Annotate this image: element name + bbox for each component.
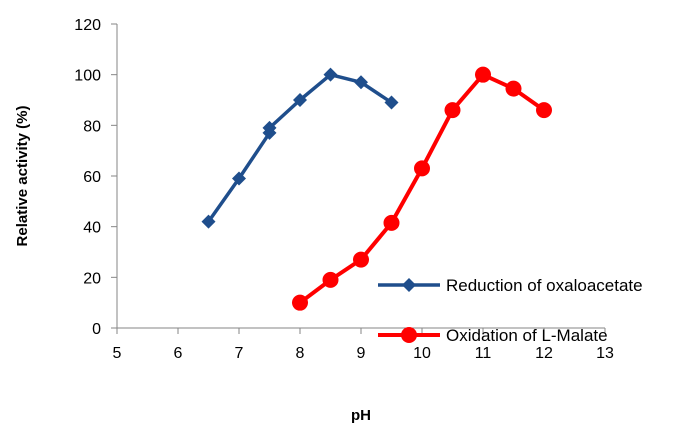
x-tick-label: 12 [535,345,553,362]
data-point [384,95,399,110]
y-tick-label: 20 [83,270,101,287]
data-point [475,66,491,83]
data-point [293,93,307,107]
y-axis-title: Relative activity (%) [14,106,31,247]
x-tick-label: 13 [596,345,614,362]
y-tick-label: 60 [83,169,101,186]
x-tick-label: 7 [235,345,244,362]
x-axis-title: pH [351,407,371,424]
x-tick-label: 8 [296,345,305,362]
data-point [232,171,246,186]
y-tick-label: 40 [83,220,101,237]
data-point [414,160,430,177]
legend-swatch-marker [402,278,416,292]
x-tick-label: 6 [174,345,183,362]
data-point [444,102,461,119]
series-1 [201,67,399,229]
legend-item-1: Reduction of oxaloacetate [378,276,643,295]
data-point [536,102,552,119]
axes: 0 20 40 60 80 100 120 5 6 7 8 9 10 11 12 13 [74,17,614,362]
legend-label: Oxidation of L-Malate [446,326,608,345]
data-point [262,120,277,135]
x-tick-label: 11 [475,345,492,362]
data-point [353,251,369,268]
x-tick-label: 10 [413,345,431,362]
data-point [505,80,522,97]
data-point [322,271,339,288]
data-point [323,67,338,82]
y-tick-label: 0 [92,321,101,338]
series-2 [292,66,552,311]
series-layer [201,66,552,311]
legend-item-2: Oxidation of L-Malate [378,326,608,345]
data-point [292,294,308,311]
y-tick-label: 80 [83,118,101,135]
legend-label: Reduction of oxaloacetate [446,276,643,295]
data-point [201,214,216,229]
data-point [383,214,400,231]
series-line-2 [298,72,546,305]
data-point [354,75,368,90]
legend-swatch-marker [401,327,417,343]
legend: Reduction of oxaloacetate Oxidation of L-… [378,276,643,345]
y-tick-label: 100 [74,68,101,85]
x-tick-label: 5 [113,345,122,362]
y-tick-label: 120 [74,17,101,34]
x-tick-label: 9 [357,345,366,362]
